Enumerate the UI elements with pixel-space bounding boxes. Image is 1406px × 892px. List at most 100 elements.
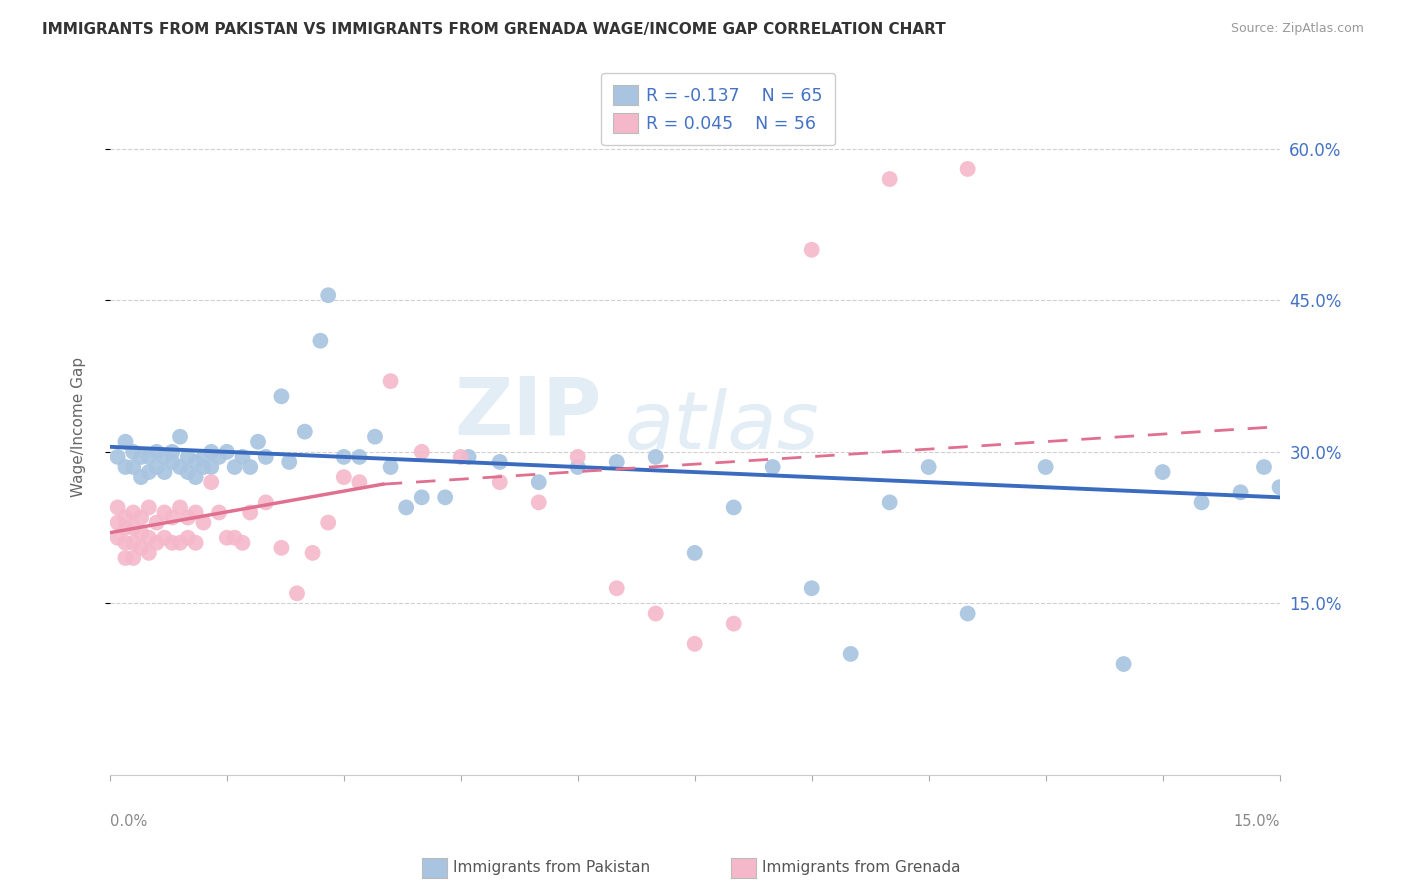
Legend: R = -0.137    N = 65, R = 0.045    N = 56: R = -0.137 N = 65, R = 0.045 N = 56 <box>602 73 835 145</box>
Point <box>333 450 356 464</box>
Point <box>800 581 823 595</box>
Point <box>193 450 215 464</box>
Point <box>247 434 270 449</box>
Point <box>215 531 238 545</box>
Point <box>316 288 339 302</box>
Point <box>527 495 550 509</box>
Point <box>145 445 167 459</box>
Point <box>309 334 332 348</box>
Point <box>1229 485 1251 500</box>
Point <box>349 450 371 464</box>
Point <box>956 607 979 621</box>
Point <box>129 450 152 464</box>
Point <box>457 450 479 464</box>
Point <box>177 465 200 479</box>
Point <box>380 374 402 388</box>
Text: 15.0%: 15.0% <box>1233 814 1279 829</box>
Point <box>153 465 176 479</box>
Point <box>177 510 200 524</box>
Point <box>380 460 402 475</box>
Point <box>153 450 176 464</box>
Point <box>1152 465 1174 479</box>
Point <box>114 460 136 475</box>
Point <box>683 637 706 651</box>
Point <box>606 581 628 595</box>
Point <box>177 531 200 545</box>
Point <box>567 450 589 464</box>
Y-axis label: Wage/Income Gap: Wage/Income Gap <box>72 357 86 497</box>
Point <box>193 460 215 475</box>
Point <box>107 500 129 515</box>
Point <box>184 506 207 520</box>
Point <box>114 521 136 535</box>
Point <box>488 475 510 490</box>
Point <box>114 536 136 550</box>
Point <box>129 525 152 540</box>
Point <box>184 536 207 550</box>
Point <box>138 531 160 545</box>
Point <box>917 460 939 475</box>
Point <box>1268 480 1291 494</box>
Point <box>145 536 167 550</box>
Point <box>200 475 222 490</box>
Point <box>270 541 292 555</box>
Point <box>177 450 200 464</box>
Point <box>316 516 339 530</box>
Point <box>162 536 184 550</box>
Point <box>162 445 184 459</box>
Point <box>138 500 160 515</box>
Point <box>270 389 292 403</box>
Point <box>349 475 371 490</box>
Point <box>122 445 145 459</box>
Point <box>254 495 277 509</box>
Point <box>114 434 136 449</box>
Point <box>215 445 238 459</box>
Point <box>527 475 550 490</box>
Point <box>231 450 253 464</box>
Point <box>879 172 901 186</box>
Point <box>1035 460 1057 475</box>
Point <box>644 607 666 621</box>
Point <box>129 541 152 555</box>
Point <box>239 460 262 475</box>
Point <box>488 455 510 469</box>
Point <box>200 460 222 475</box>
Point <box>434 491 457 505</box>
Point <box>567 460 589 475</box>
Point <box>762 460 785 475</box>
Point <box>153 531 176 545</box>
Point <box>1191 495 1213 509</box>
Point <box>723 500 745 515</box>
Text: Immigrants from Pakistan: Immigrants from Pakistan <box>453 861 650 875</box>
Point <box>254 450 277 464</box>
Point <box>122 506 145 520</box>
Text: Source: ZipAtlas.com: Source: ZipAtlas.com <box>1230 22 1364 36</box>
Point <box>107 531 129 545</box>
Text: atlas: atlas <box>624 388 820 466</box>
Point <box>138 465 160 479</box>
Point <box>122 536 145 550</box>
Point <box>107 450 129 464</box>
Point <box>129 510 152 524</box>
Point <box>294 425 316 439</box>
Point <box>956 161 979 176</box>
Text: 0.0%: 0.0% <box>110 814 148 829</box>
Point <box>122 521 145 535</box>
Point <box>208 506 231 520</box>
Point <box>333 470 356 484</box>
Point <box>395 500 418 515</box>
Point <box>138 450 160 464</box>
Point <box>162 455 184 469</box>
Point <box>184 455 207 469</box>
Point <box>450 450 472 464</box>
Point <box>169 460 191 475</box>
Point <box>644 450 666 464</box>
Point <box>839 647 862 661</box>
Point <box>122 460 145 475</box>
Point <box>800 243 823 257</box>
Point <box>224 460 246 475</box>
Point <box>200 445 222 459</box>
Point <box>239 506 262 520</box>
Text: ZIP: ZIP <box>454 374 602 451</box>
Point <box>122 550 145 565</box>
